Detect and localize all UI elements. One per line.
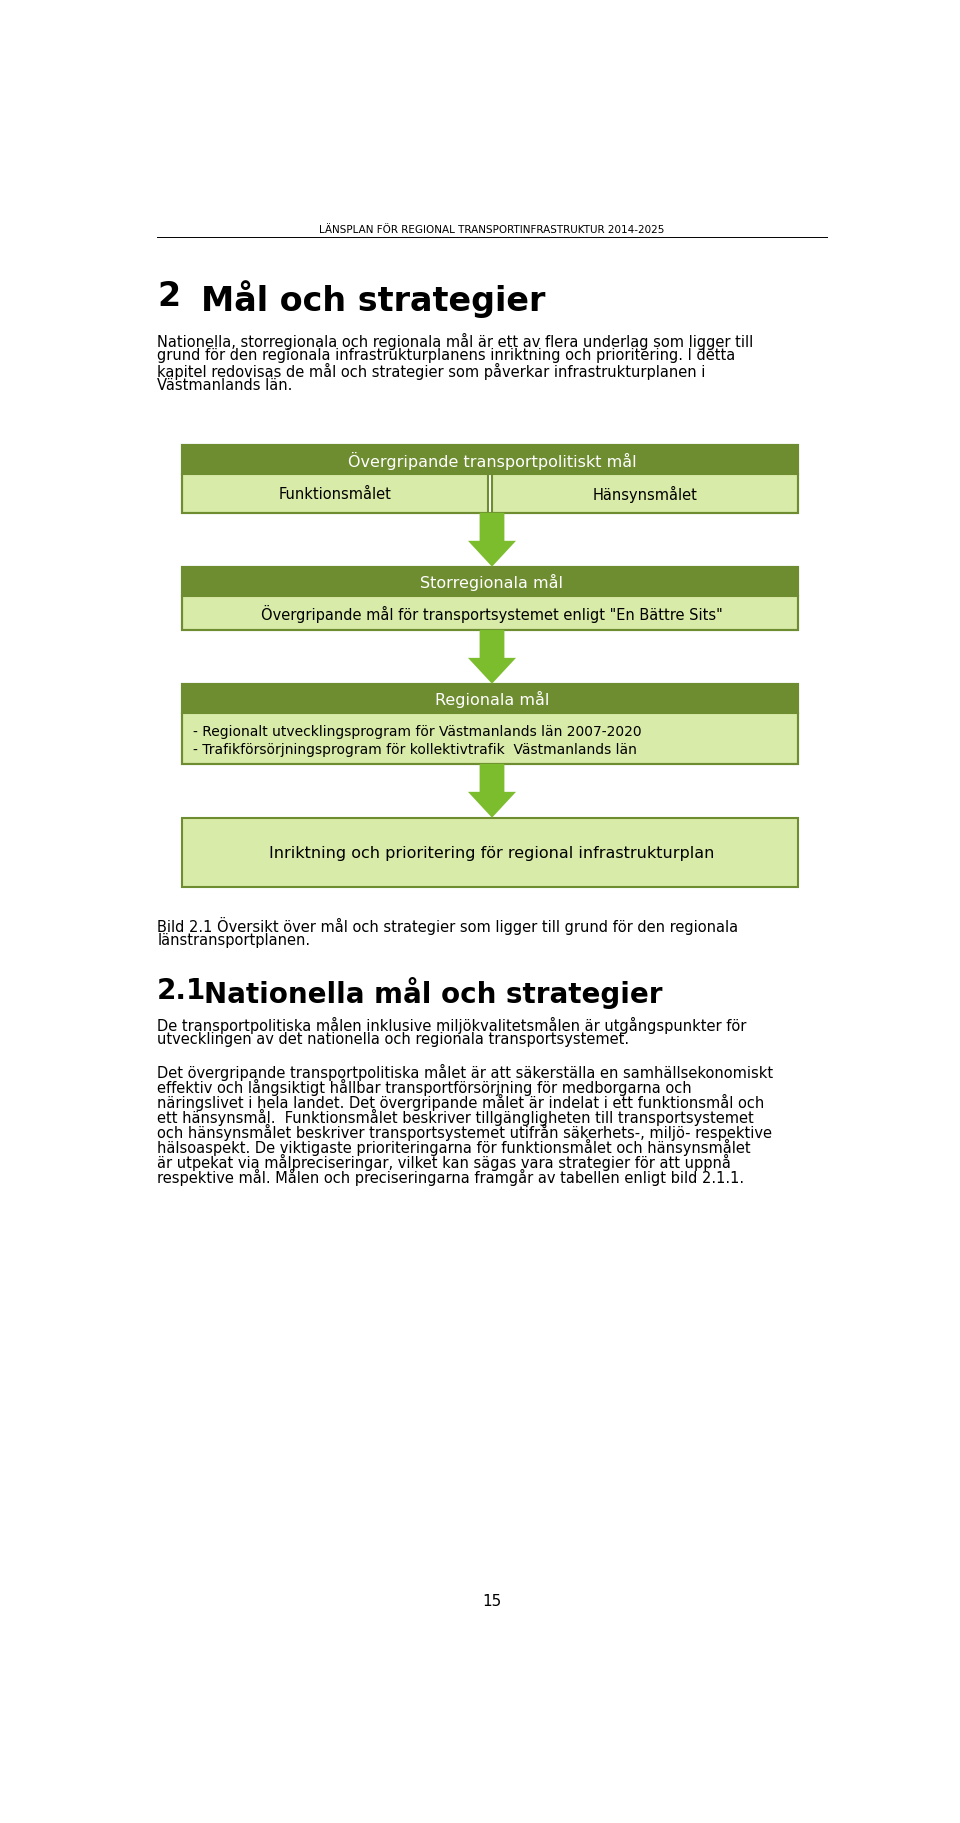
Bar bbox=[182, 567, 798, 596]
Text: Inriktning och prioritering för regional infrastrukturplan: Inriktning och prioritering för regional… bbox=[270, 846, 714, 860]
Text: - Regionalt utvecklingsprogram för Västmanlands län 2007-2020: - Regionalt utvecklingsprogram för Västm… bbox=[193, 724, 641, 738]
Bar bbox=[182, 447, 798, 514]
Bar bbox=[182, 713, 798, 764]
Bar bbox=[182, 684, 798, 764]
Text: LÄNSPLAN FÖR REGIONAL TRANSPORTINFRASTRUKTUR 2014-2025: LÄNSPLAN FÖR REGIONAL TRANSPORTINFRASTRU… bbox=[320, 224, 664, 235]
Bar bbox=[182, 819, 798, 888]
Text: grund för den regionala infrastrukturplanens inriktning och prioritering. I dett: grund för den regionala infrastrukturpla… bbox=[157, 348, 735, 363]
Bar bbox=[182, 476, 488, 514]
Bar bbox=[182, 447, 798, 476]
Text: Regionala mål: Regionala mål bbox=[435, 691, 549, 707]
Text: Det övergripande transportpolitiska målet är att säkerställa en samhällsekonomis: Det övergripande transportpolitiska måle… bbox=[157, 1065, 774, 1081]
Polygon shape bbox=[468, 764, 516, 819]
Text: Storregionala mål: Storregionala mål bbox=[420, 574, 564, 591]
Bar bbox=[182, 684, 798, 713]
Bar bbox=[182, 596, 798, 631]
Text: respektive mål. Målen och preciseringarna framgår av tabellen enligt bild 2.1.1.: respektive mål. Målen och preciseringarn… bbox=[157, 1169, 744, 1185]
Text: effektiv och långsiktigt hållbar transportförsörjning för medborgarna och: effektiv och långsiktigt hållbar transpo… bbox=[157, 1079, 692, 1096]
Text: hälsoaspekt. De viktigaste prioriteringarna för funktionsmålet och hänsynsmålet: hälsoaspekt. De viktigaste prioriteringa… bbox=[157, 1139, 751, 1156]
Text: länstransportplanen.: länstransportplanen. bbox=[157, 932, 310, 948]
Text: Bild 2.1 Översikt över mål och strategier som ligger till grund för den regional: Bild 2.1 Översikt över mål och strategie… bbox=[157, 917, 738, 935]
Text: Nationella, storregionala och regionala mål är ett av flera underlag som ligger : Nationella, storregionala och regionala … bbox=[157, 332, 754, 350]
Polygon shape bbox=[468, 514, 516, 567]
Text: kapitel redovisas de mål och strategier som påverkar infrastrukturplanen i: kapitel redovisas de mål och strategier … bbox=[157, 363, 706, 379]
Text: Hänsynsmålet: Hänsynsmålet bbox=[593, 485, 698, 503]
Text: utvecklingen av det nationella och regionala transportsystemet.: utvecklingen av det nationella och regio… bbox=[157, 1032, 630, 1046]
Text: De transportpolitiska målen inklusive miljökvalitetsmålen är utgångspunkter för: De transportpolitiska målen inklusive mi… bbox=[157, 1017, 747, 1034]
Polygon shape bbox=[468, 631, 516, 684]
Text: näringslivet i hela landet. Det övergripande målet är indelat i ett funktionsmål: näringslivet i hela landet. Det övergrip… bbox=[157, 1094, 764, 1110]
Text: 2: 2 bbox=[157, 281, 180, 314]
Text: Nationella mål och strategier: Nationella mål och strategier bbox=[204, 977, 662, 1008]
Text: 15: 15 bbox=[482, 1593, 502, 1608]
Text: och hänsynsmålet beskriver transportsystemet utifrån säkerhets-, miljö- respekti: och hänsynsmålet beskriver transportsyst… bbox=[157, 1123, 772, 1141]
Text: ett hänsynsmål.  Funktionsmålet beskriver tillgängligheten till transportsysteme: ett hänsynsmål. Funktionsmålet beskriver… bbox=[157, 1108, 754, 1127]
Bar bbox=[492, 476, 798, 514]
Text: Mål och strategier: Mål och strategier bbox=[202, 281, 545, 319]
Text: är utpekat via målpreciseringar, vilket kan sägas vara strategier för att uppnå: är utpekat via målpreciseringar, vilket … bbox=[157, 1154, 732, 1170]
Text: Övergripande mål för transportsystemet enligt "En Bättre Sits": Övergripande mål för transportsystemet e… bbox=[261, 605, 723, 623]
Text: Övergripande transportpolitiskt mål: Övergripande transportpolitiskt mål bbox=[348, 452, 636, 469]
Text: Västmanlands län.: Västmanlands län. bbox=[157, 377, 293, 392]
Text: - Trafikförsörjningsprogram för kollektivtrafik  Västmanlands län: - Trafikförsörjningsprogram för kollekti… bbox=[193, 742, 636, 757]
Text: 2.1: 2.1 bbox=[157, 977, 206, 1004]
Text: Funktionsmålet: Funktionsmålet bbox=[278, 487, 392, 501]
Bar bbox=[182, 567, 798, 631]
